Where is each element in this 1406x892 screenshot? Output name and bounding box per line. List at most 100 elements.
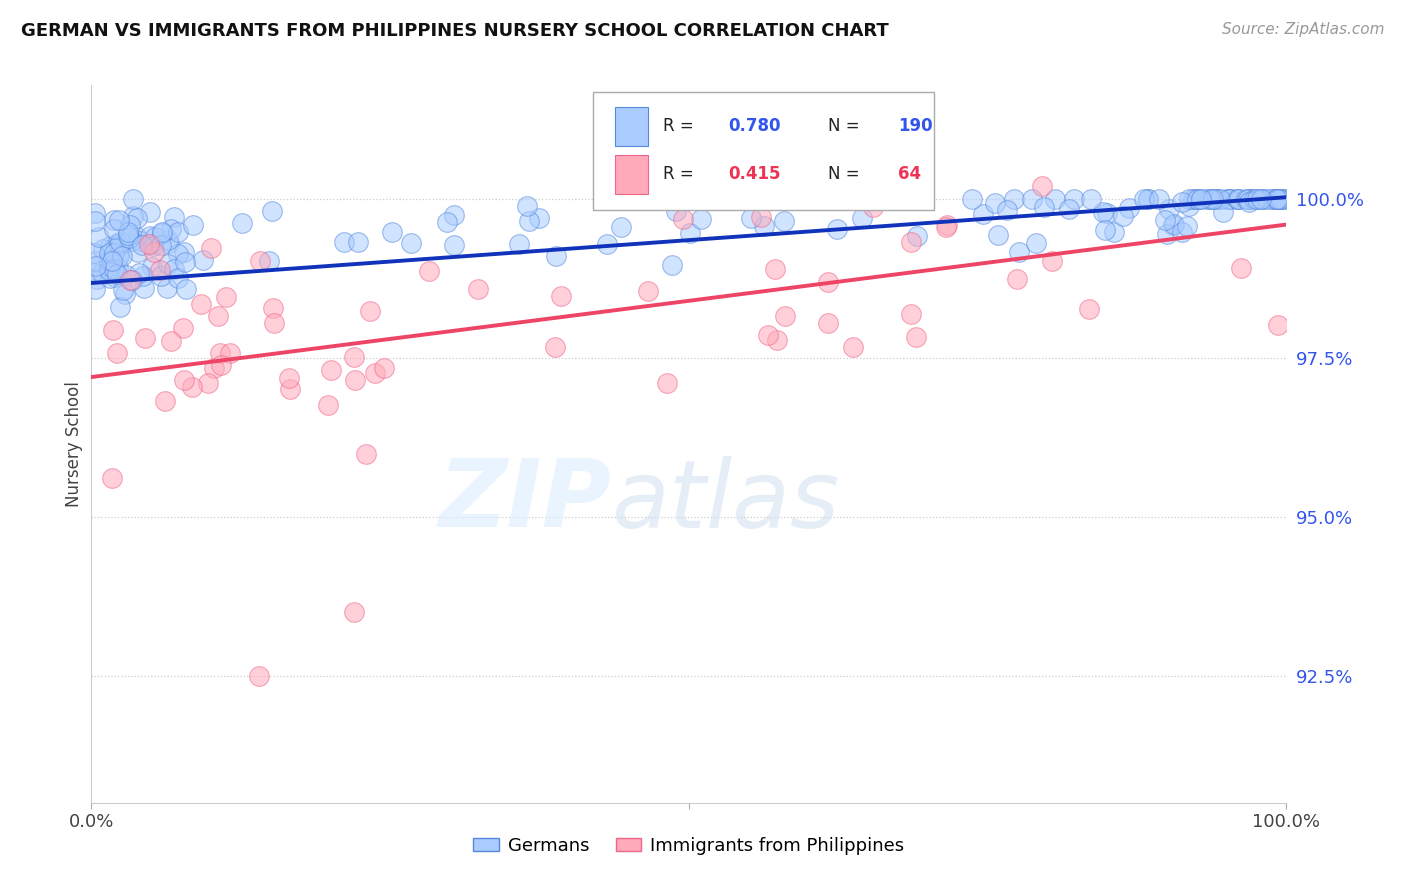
Point [84, 282, 107, 296]
Point [84, 259, 107, 273]
Point [1025, 235, 1047, 250]
Point [995, 202, 1018, 217]
Point [723, 192, 745, 206]
Point [972, 207, 994, 221]
Point [610, 219, 633, 234]
Point [1220, 192, 1243, 206]
Point [1112, 210, 1135, 224]
Point [1008, 245, 1031, 260]
Point [1021, 192, 1043, 206]
Point [1205, 192, 1227, 206]
Point [105, 267, 128, 281]
Point [202, 360, 225, 375]
Point [263, 316, 285, 330]
Point [110, 300, 132, 314]
Point [247, 669, 270, 683]
Point [900, 235, 922, 249]
Point [862, 200, 884, 214]
Point [111, 249, 134, 263]
Point [1199, 192, 1222, 206]
Point [1059, 202, 1081, 217]
Point [128, 266, 150, 280]
Point [908, 192, 931, 206]
Point [817, 316, 839, 330]
Point [98, 253, 121, 268]
Point [765, 333, 787, 347]
Point [935, 219, 957, 234]
Text: 64: 64 [898, 166, 921, 184]
Point [127, 245, 149, 260]
Point [101, 254, 124, 268]
Point [120, 273, 142, 287]
Point [904, 329, 927, 343]
Point [190, 297, 212, 311]
Point [550, 289, 572, 303]
Point [103, 261, 125, 276]
Point [1274, 192, 1296, 206]
Point [108, 235, 131, 250]
Point [157, 235, 180, 250]
Point [84, 266, 107, 280]
Point [373, 360, 395, 375]
Point [467, 282, 489, 296]
Text: GERMAN VS IMMIGRANTS FROM PHILIPPINES NURSERY SCHOOL CORRELATION CHART: GERMAN VS IMMIGRANTS FROM PHILIPPINES NU… [21, 22, 889, 40]
Point [145, 230, 167, 244]
Point [1253, 192, 1275, 206]
Legend: Germans, Immigrants from Philippines: Germans, Immigrants from Philippines [465, 830, 912, 862]
Point [1163, 217, 1185, 231]
Point [343, 350, 366, 364]
Point [142, 239, 165, 253]
Point [905, 192, 928, 206]
Point [1133, 192, 1156, 206]
Point [544, 340, 567, 354]
Point [114, 268, 136, 282]
Point [508, 237, 530, 252]
Point [249, 254, 271, 268]
Point [775, 309, 797, 323]
Text: atlas: atlas [612, 456, 839, 547]
Point [1267, 192, 1289, 206]
Point [1182, 192, 1205, 206]
Point [1175, 219, 1198, 233]
Point [91, 242, 114, 256]
Point [181, 379, 204, 393]
Point [1147, 192, 1170, 206]
Point [1267, 318, 1289, 333]
Point [141, 260, 163, 274]
Point [1188, 192, 1211, 206]
Point [1234, 192, 1257, 206]
Point [1185, 192, 1208, 206]
Point [84, 253, 107, 268]
Point [139, 236, 162, 251]
Point [343, 605, 366, 619]
Point [173, 255, 195, 269]
Point [381, 225, 404, 239]
Point [1237, 194, 1260, 209]
Point [756, 327, 779, 342]
Point [1218, 192, 1240, 206]
Point [193, 252, 215, 267]
Point [672, 211, 695, 226]
Point [900, 307, 922, 321]
Point [122, 209, 145, 223]
Point [1201, 192, 1223, 206]
Point [1206, 192, 1229, 206]
Point [1102, 225, 1125, 239]
Point [665, 204, 688, 219]
Point [1182, 192, 1205, 206]
Point [107, 213, 129, 227]
Point [1137, 192, 1160, 206]
Point [1043, 192, 1066, 206]
Point [173, 373, 195, 387]
Point [262, 301, 284, 316]
Point [138, 237, 160, 252]
Point [1033, 200, 1056, 214]
Point [215, 290, 238, 304]
Text: ZIP: ZIP [439, 455, 612, 547]
Point [1265, 192, 1288, 206]
Point [107, 236, 129, 251]
Point [436, 215, 458, 229]
Point [132, 281, 155, 295]
Point [103, 222, 125, 236]
Text: 190: 190 [898, 118, 932, 136]
